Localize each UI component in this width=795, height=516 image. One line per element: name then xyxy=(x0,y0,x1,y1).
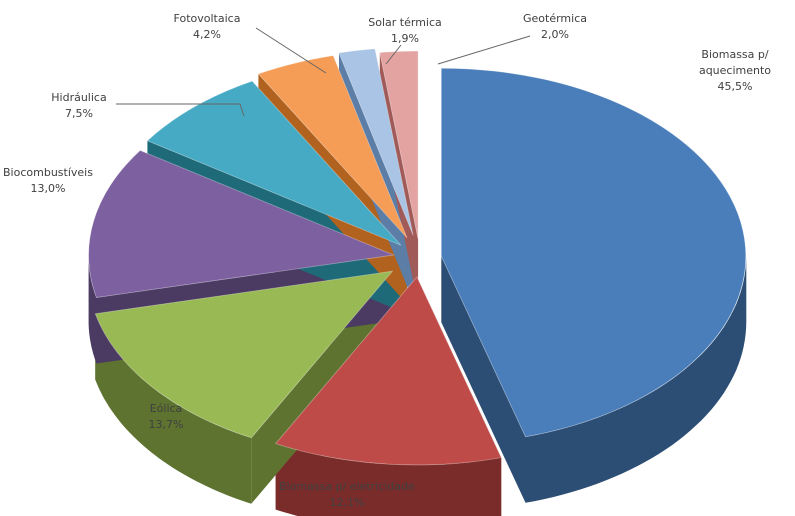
slice-label-hidraulica: Hidráulica 7,5% xyxy=(51,91,106,120)
slice-name-biomassa-p-aquecimento: aquecimento xyxy=(699,64,771,77)
slice-label-biocombustiveis: Biocombustíveis 13,0% xyxy=(3,166,93,195)
slice-value-geotermica: 2,0% xyxy=(541,28,569,41)
slice-value-eolica: 13,7% xyxy=(149,418,184,431)
leader-line-solar-termica xyxy=(385,44,402,65)
slice-name-geotermica: Geotérmica xyxy=(523,12,587,25)
slice-value-biomassa-p-eletricidade: 12,1% xyxy=(330,496,365,509)
slice-face-biomassa-p-aquecimento-1 xyxy=(441,256,526,503)
slice-label-solar-termica: Solar térmica 1,9% xyxy=(368,16,442,45)
slice-rim-biocombustiveis xyxy=(88,255,97,364)
slice-rim-biomassa-p-aquecimento xyxy=(525,256,747,503)
slice-label-biomassa-p-aquecimento: Biomassa p/aquecimento 45,5% xyxy=(699,48,771,93)
slice-label-geotermica: Geotérmica 2,0% xyxy=(523,12,587,41)
slice-tops xyxy=(88,48,747,466)
slice-rim-eolica xyxy=(95,313,252,504)
slice-value-solar-termica: 1,9% xyxy=(391,32,419,45)
leader-line-fotovoltaica xyxy=(255,27,327,74)
slice-name-biocombustiveis: Biocombustíveis xyxy=(3,166,93,179)
slice-name-solar-termica: Solar térmica xyxy=(368,16,442,29)
leader-lines xyxy=(116,27,531,117)
slice-name-fotovoltaica: Fotovoltaica xyxy=(174,12,241,25)
slice-value-biomassa-p-aquecimento: 45,5% xyxy=(718,80,753,93)
slice-label-biomassa-p-eletricidade: Biomassa p/ eletricidade 12,1% xyxy=(279,480,415,509)
slice-rim-biomassa-p-eletricidade xyxy=(275,443,502,516)
slice-value-fotovoltaica: 4,2% xyxy=(193,28,221,41)
slice-geotermica xyxy=(379,50,419,240)
slice-biomassa-p-aquecimento xyxy=(440,67,747,438)
slice-biocombustiveis xyxy=(88,150,396,298)
slice-value-hidraulica: 7,5% xyxy=(65,107,93,120)
slice-labels: Biomassa p/aquecimento 45,5% Biomassa p/ e… xyxy=(3,12,771,509)
leader-line-hidraulica xyxy=(116,103,245,117)
slice-solar-termica xyxy=(338,48,414,236)
slice-biomassa-p-eletricidade xyxy=(275,276,502,466)
leader-line-geotermica xyxy=(437,35,531,65)
slice-name-biomassa-p-aquecimento: Biomassa p/ xyxy=(701,48,768,61)
slice-hidraulica xyxy=(146,80,402,246)
slice-name-eolica: Eólica xyxy=(150,402,183,415)
slice-label-eolica: Eólica 13,7% xyxy=(149,402,184,431)
slice-name-biomassa-p-eletricidade: Biomassa p/ eletricidade xyxy=(279,480,415,493)
slice-label-fotovoltaica: Fotovoltaica 4,2% xyxy=(174,12,241,41)
slice-name-hidraulica: Hidráulica xyxy=(51,91,106,104)
slice-fotovoltaica xyxy=(257,55,408,239)
slice-value-biocombustiveis: 13,0% xyxy=(31,182,66,195)
slice-eolica xyxy=(94,270,394,439)
